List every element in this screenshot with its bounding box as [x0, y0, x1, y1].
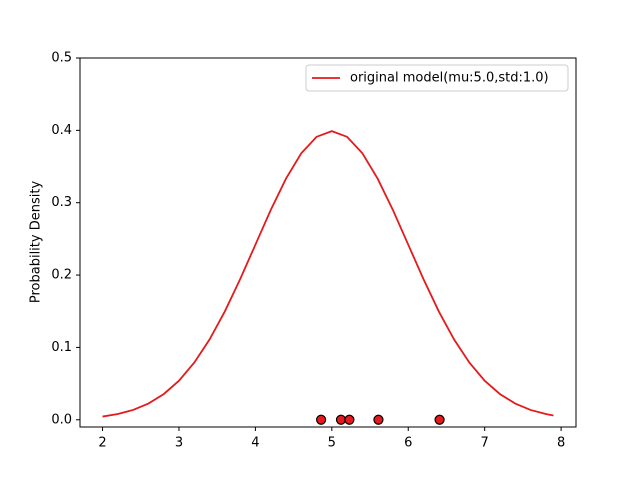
- scatter-point: [344, 414, 355, 425]
- x-tick-label: 5: [328, 436, 336, 451]
- y-tick-label: 0.2: [51, 268, 72, 283]
- plot-frame: [79, 57, 577, 428]
- x-tick-label: 2: [98, 436, 106, 451]
- x-tick-label: 6: [404, 436, 412, 451]
- x-tick-label: 7: [481, 436, 489, 451]
- x-tick-label: 8: [557, 436, 565, 451]
- y-axis-label: Probability Density: [29, 181, 44, 304]
- x-tick-label: 3: [175, 436, 183, 451]
- legend-label: original model(mu:5.0,std:1.0): [350, 71, 549, 86]
- scatter-point: [316, 414, 327, 425]
- y-tick-label: 0.5: [51, 51, 72, 66]
- y-tick-label: 0.0: [51, 412, 72, 427]
- line-series: [102, 130, 554, 418]
- scatter-point: [434, 414, 445, 425]
- y-tick-label: 0.3: [51, 195, 72, 210]
- scatter-point: [373, 414, 384, 425]
- y-tick-label: 0.1: [51, 340, 72, 355]
- y-tick-label: 0.4: [51, 123, 72, 138]
- x-tick-label: 4: [251, 436, 259, 451]
- legend-box: [305, 64, 569, 92]
- scatter-point: [335, 414, 347, 425]
